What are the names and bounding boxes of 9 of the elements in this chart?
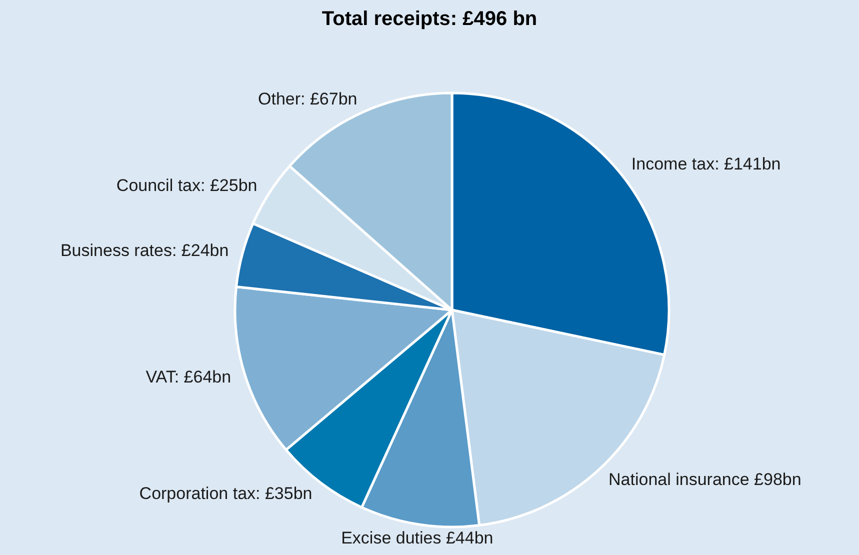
slice-label: Business rates: £24bn <box>60 240 229 260</box>
slice-label: Income tax: £141bn <box>631 154 781 174</box>
slice-label: Other: £67bn <box>258 89 358 108</box>
slice-label: VAT: £64bn <box>146 367 232 386</box>
slice-label: Council tax: £25bn <box>116 176 258 195</box>
slice-label: Excise duties £44bn <box>341 528 494 548</box>
chart-title: Total receipts: £496 bn <box>322 8 538 30</box>
slice-label: Corporation tax: £35bn <box>139 484 312 503</box>
slice-label: National insurance £98bn <box>608 470 802 489</box>
